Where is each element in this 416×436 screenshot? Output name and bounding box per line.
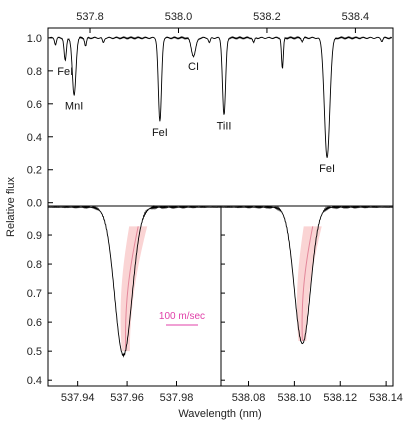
bl-x-tick-label: 537.96 <box>110 392 144 404</box>
bl-x-tick-label: 537.94 <box>61 392 95 404</box>
bottom-right-panel: 538.08 538.10 538.12 538.14 <box>220 205 403 404</box>
top-spectrum-line <box>49 35 393 158</box>
line-label-ci: CI <box>188 61 199 73</box>
top-y-tick-label: 0.6 <box>27 99 42 111</box>
bottom-left-panel: 537.94 537.96 537.98 0.4 0.5 0.6 0.7 0.8 0.9 <box>27 205 222 404</box>
scale-bar-label: 100 m/sec <box>159 311 205 322</box>
bottom-left-bisector-line <box>125 226 139 352</box>
top-panel-frame <box>47 27 394 207</box>
top-x-tick-label: 537.8 <box>76 11 104 23</box>
top-panel-ticks: 537.8 538.0 538.2 538.4 0.0 0.2 0.4 0.6 0.8 1.0 <box>27 11 369 210</box>
br-x-tick-label: 538.14 <box>369 392 403 404</box>
top-y-tick-label: 1.0 <box>27 33 42 45</box>
top-y-tick-label: 0.2 <box>27 165 42 177</box>
y-axis-title: Relative flux <box>5 177 17 237</box>
bl-x-tick-label: 537.98 <box>160 392 194 404</box>
top-x-tick-label: 538.4 <box>342 11 370 23</box>
bottom-right-bisector-band <box>296 226 322 341</box>
bl-y-tick-label: 0.6 <box>27 317 42 329</box>
top-panel: 537.8 538.0 538.2 538.4 0.0 0.2 0.4 0.6 0.8 1.0 F… <box>27 11 394 210</box>
br-x-tick-label: 538.10 <box>278 392 312 404</box>
x-axis-title: Wavelength (nm) <box>178 408 261 420</box>
bottom-right-bisector-line <box>301 226 314 342</box>
top-y-tick-label: 0.8 <box>27 66 42 78</box>
bottom-left-ticks: 537.94 537.96 537.98 0.4 0.5 0.6 0.7 0.8 0.9 <box>27 230 194 404</box>
top-y-tick-label: 0.4 <box>27 132 42 144</box>
bottom-right-frame <box>220 205 394 387</box>
line-label-fei: FeI <box>152 127 168 139</box>
velocity-scale-bar: 100 m/sec <box>159 311 205 326</box>
top-y-tick-label: 0.0 <box>27 198 42 210</box>
bl-y-tick-label: 0.8 <box>27 259 42 271</box>
br-x-tick-label: 538.12 <box>323 392 357 404</box>
line-label-mni: MnI <box>65 101 83 113</box>
bottom-right-spectrum-line <box>220 205 394 345</box>
br-x-tick-label: 538.08 <box>232 392 266 404</box>
bl-y-tick-label: 0.4 <box>27 375 42 387</box>
line-label-fei: FeI <box>319 163 335 175</box>
top-line-labels: FeI MnI FeI CI TiII FeI <box>57 61 335 175</box>
line-label-fei: FeI <box>57 66 73 78</box>
bottom-left-bisector-band <box>120 226 148 352</box>
bl-y-tick-label: 0.7 <box>27 288 42 300</box>
top-x-tick-label: 538.2 <box>253 11 281 23</box>
line-label-tiii: TiII <box>217 120 232 132</box>
bl-y-tick-label: 0.9 <box>27 230 42 242</box>
bottom-right-ticks: 538.08 538.10 538.12 538.14 <box>221 234 403 404</box>
bl-y-tick-label: 0.5 <box>27 346 42 358</box>
top-x-tick-label: 538.0 <box>165 11 193 23</box>
bottom-left-spectrum-line <box>47 205 222 358</box>
